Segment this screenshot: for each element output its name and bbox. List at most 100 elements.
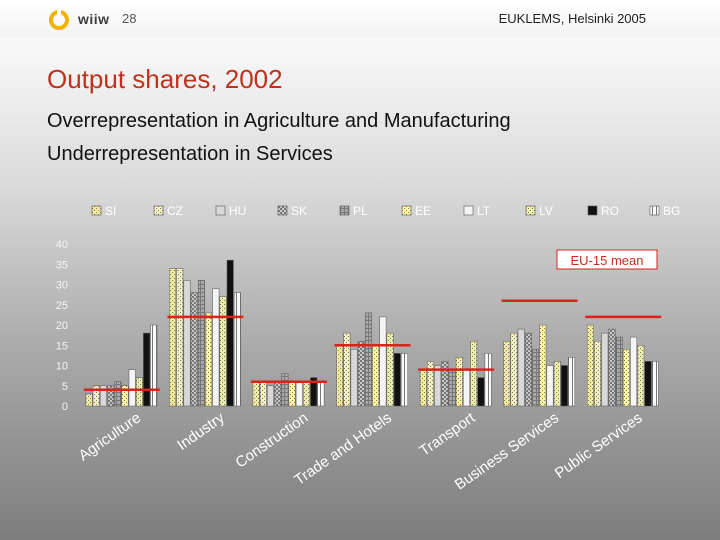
legend-swatch-lv [525, 205, 536, 216]
bar-ee-industry [205, 312, 213, 407]
bar-ee-transport [455, 357, 463, 407]
bar-lv-industry [219, 296, 227, 407]
bar-si-trade-and-hotels [336, 345, 344, 407]
bar-ee-construction [288, 381, 296, 407]
legend-label-hu: HU [229, 204, 246, 218]
legend-swatch-ro [587, 205, 598, 216]
bar-bg-transport [484, 353, 492, 407]
bar-ro-trade-and-hotels [393, 353, 401, 407]
legend-swatch-ee [401, 205, 412, 216]
legend-label-ro: RO [601, 204, 619, 218]
bar-lt-trade-and-hotels [379, 316, 387, 407]
y-tick-label-15: 15 [56, 340, 68, 352]
bar-si-transport [419, 369, 427, 407]
legend-label-lt: LT [477, 204, 491, 218]
legend-label-ee: EE [415, 204, 431, 218]
legend-swatch-hu [215, 205, 226, 216]
bar-sk-industry [190, 292, 198, 407]
bar-lv-construction [303, 381, 310, 407]
bar-lt-transport [463, 369, 470, 407]
logo-text: wiiw [78, 11, 110, 27]
legend-swatch-pl [339, 205, 350, 216]
bar-bg-trade-and-hotels [401, 353, 408, 407]
category-label-public-services: Public Services [552, 409, 646, 482]
bar-hu-transport [434, 365, 442, 407]
bar-lv-public-services [637, 345, 645, 407]
bar-ee-agriculture [121, 385, 129, 407]
bar-bg-business-services [568, 357, 576, 407]
bar-lt-industry [212, 288, 220, 407]
bar-sk-transport [441, 361, 449, 407]
legend-label-si: SI [105, 204, 116, 218]
bar-bg-public-services [651, 361, 659, 407]
eu15-mean-annotation-box [556, 249, 658, 270]
bar-lt-construction [295, 381, 303, 407]
bar-bg-construction [317, 381, 325, 407]
bar-pl-trade-and-hotels [365, 312, 372, 407]
bar-ro-construction [310, 377, 318, 407]
bar-cz-public-services [594, 340, 602, 407]
bar-cz-agriculture [92, 385, 100, 407]
bar-cz-transport [427, 361, 434, 407]
page-number: 28 [122, 11, 137, 26]
bar-sk-construction [274, 381, 282, 407]
bar-ro-agriculture [143, 332, 151, 407]
legend-swatch-sk [277, 205, 288, 216]
bar-pl-agriculture [114, 381, 122, 407]
bar-sk-business-services [524, 332, 532, 407]
bar-ro-transport [477, 377, 485, 407]
eu15-mean-annotation: EU-15 mean [571, 253, 644, 268]
y-tick-label-20: 20 [56, 320, 68, 332]
bar-pl-transport [448, 369, 456, 407]
category-label-transport: Transport [416, 409, 479, 460]
legend-swatch-cz [153, 205, 164, 216]
y-tick-label-0: 0 [62, 401, 68, 413]
y-tick-label-40: 40 [56, 239, 68, 251]
category-label-construction: Construction [232, 409, 311, 471]
bar-sk-agriculture [107, 385, 115, 407]
bar-si-business-services [503, 340, 511, 407]
y-tick-label-10: 10 [56, 361, 68, 373]
bar-ro-public-services [644, 361, 652, 407]
bar-ee-trade-and-hotels [372, 345, 380, 407]
legend-label-bg: BG [663, 204, 680, 218]
bar-hu-trade-and-hotels [350, 349, 358, 407]
bar-cz-construction [259, 381, 267, 407]
bar-si-construction [252, 381, 260, 407]
legend-swatch-si [91, 205, 102, 216]
legend-label-cz: CZ [167, 204, 183, 218]
bar-lt-agriculture [128, 369, 136, 407]
bar-lv-transport [470, 340, 478, 407]
bar-bg-agriculture [150, 324, 158, 407]
category-label-agriculture: Agriculture [76, 409, 144, 464]
bar-ee-public-services [622, 349, 630, 407]
bar-sk-public-services [608, 328, 616, 407]
bar-lt-business-services [546, 365, 554, 407]
bar-hu-industry [183, 280, 191, 407]
bar-cz-trade-and-hotels [343, 332, 351, 407]
legend-label-pl: PL [353, 204, 368, 218]
bar-hu-public-services [601, 332, 609, 407]
bar-ro-business-services [560, 365, 568, 407]
bar-hu-agriculture [99, 385, 107, 407]
bar-hu-business-services [517, 328, 525, 407]
bar-si-public-services [586, 324, 594, 407]
bar-lt-public-services [630, 336, 638, 407]
bar-lv-business-services [553, 361, 561, 407]
bar-cz-business-services [510, 332, 518, 407]
slide-title: Output shares, 2002 [47, 64, 283, 94]
header-bar: wiiw 28 EUKLEMS, Helsinki 2005 [0, 0, 720, 38]
bar-lv-trade-and-hotels [386, 332, 394, 407]
bar-pl-business-services [532, 349, 540, 407]
bar-pl-industry [197, 280, 205, 407]
legend-swatch-lt [463, 205, 474, 216]
bar-bg-industry [233, 292, 241, 407]
wiiw-logo-icon [49, 10, 69, 30]
bar-pl-public-services [615, 336, 623, 407]
bar-ro-industry [226, 259, 234, 407]
y-tick-label-25: 25 [56, 300, 68, 312]
bar-si-industry [169, 268, 177, 407]
bar-cz-industry [176, 268, 184, 407]
